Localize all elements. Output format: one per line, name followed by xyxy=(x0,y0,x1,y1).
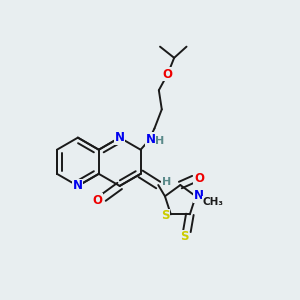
Text: N: N xyxy=(73,179,83,192)
Text: N: N xyxy=(194,189,204,202)
Text: N: N xyxy=(115,131,125,144)
Text: N: N xyxy=(146,133,156,146)
Text: H: H xyxy=(162,176,171,187)
Text: S: S xyxy=(180,230,188,243)
Text: O: O xyxy=(92,194,102,207)
Text: CH₃: CH₃ xyxy=(203,196,224,206)
Text: O: O xyxy=(194,172,204,185)
Text: H: H xyxy=(155,136,164,146)
Text: O: O xyxy=(163,68,173,80)
Text: S: S xyxy=(161,209,169,222)
